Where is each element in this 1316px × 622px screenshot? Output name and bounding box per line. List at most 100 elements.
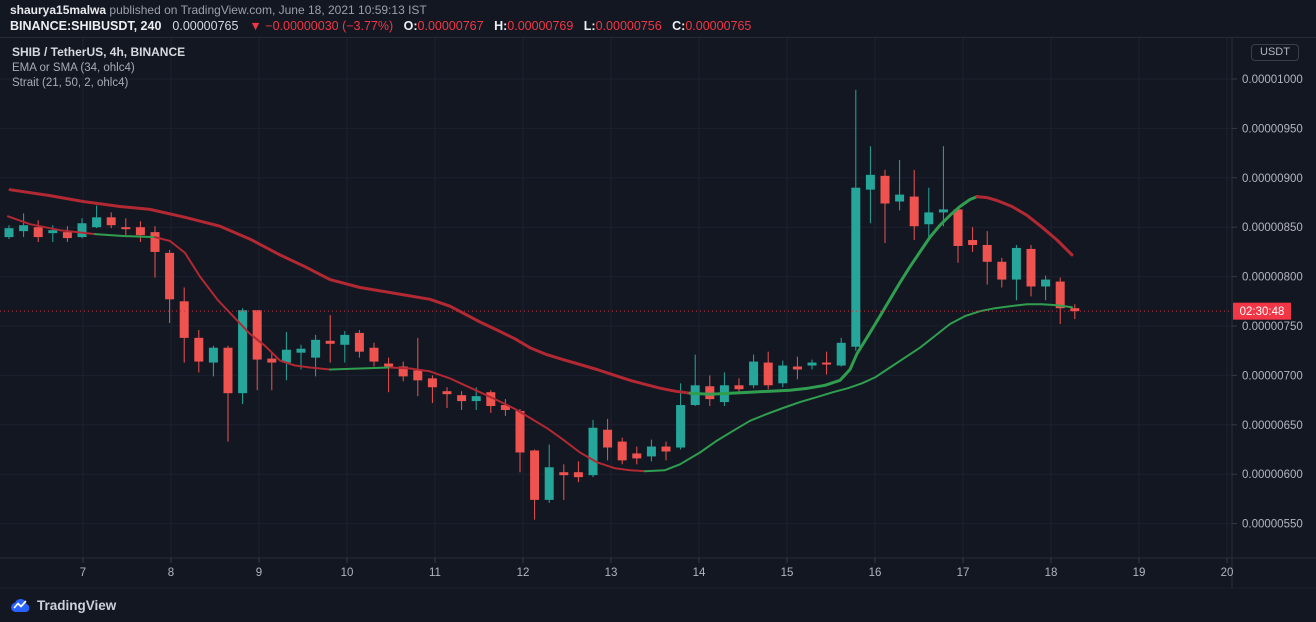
legend-symbol[interactable]: SHIB / TetherUS, 4h, BINANCE — [12, 45, 186, 59]
candle-body-up — [778, 365, 788, 384]
candle-body-up — [646, 446, 656, 457]
candle-body-up — [311, 339, 321, 358]
time-axis-label: 9 — [256, 567, 262, 579]
candle-body-down — [968, 240, 978, 245]
time-axis-label: 16 — [869, 567, 882, 579]
candle-body-up — [676, 405, 686, 448]
candle-body-down — [398, 366, 408, 377]
candle-body-down — [822, 362, 832, 365]
candle-body-down — [194, 337, 204, 362]
candle-body-up — [749, 361, 759, 386]
candle-body-up — [895, 194, 905, 202]
tradingview-brand-text: TradingView — [37, 597, 117, 613]
candle-body-up — [77, 223, 87, 238]
candle-body-down — [1070, 308, 1080, 312]
candle-body-down — [661, 446, 671, 452]
candle-body-down — [121, 227, 131, 230]
time-axis-label: 18 — [1045, 567, 1058, 579]
time-axis-label: 7 — [80, 567, 86, 579]
legend-indicator-strait[interactable]: Strait (21, 50, 2, ohlc4) — [12, 77, 129, 89]
ema-line-segment — [329, 366, 391, 371]
time-axis-label: 17 — [957, 567, 970, 579]
tradingview-branding[interactable]: TradingView — [10, 594, 116, 616]
close-value: C:0.00000765 — [672, 19, 752, 33]
currency-usdt-button[interactable]: USDT — [1251, 44, 1299, 61]
price-axis-label: 0.00000800 — [1242, 272, 1303, 284]
candle-body-down — [1026, 248, 1036, 287]
candle-body-up — [296, 348, 306, 353]
legend-indicator-ema[interactable]: EMA or SMA (34, ohlc4) — [12, 62, 135, 74]
candle-body-down — [500, 405, 510, 410]
candle-body-down — [997, 261, 1007, 280]
candle-body-up — [238, 310, 248, 394]
candle-body-down — [33, 227, 43, 238]
candle-body-up — [938, 209, 948, 213]
candle-body-up — [851, 187, 861, 347]
candle-body-up — [19, 225, 29, 232]
candle-body-up — [471, 396, 481, 402]
ema-line-segment — [154, 236, 331, 371]
candle-body-down — [179, 301, 189, 338]
candle-body-down — [559, 472, 569, 476]
time-axis-label: 12 — [517, 567, 530, 579]
down-triangle-icon: ▼ — [249, 19, 262, 33]
time-axis-label: 11 — [429, 567, 441, 579]
candle-body-down — [1055, 281, 1065, 309]
candle-body-up — [1041, 279, 1051, 287]
time-axis-label: 19 — [1133, 567, 1146, 579]
low-label: L: — [583, 19, 596, 33]
candle-body-down — [369, 347, 379, 362]
candle-body-down — [413, 370, 423, 381]
time-axis-label: 13 — [605, 567, 618, 579]
candle-body-down — [223, 347, 233, 394]
candle-body-up — [588, 427, 598, 476]
chart-legend: SHIB / TetherUS, 4h, BINANCE EMA or SMA … — [12, 44, 185, 91]
candle-body-up — [924, 212, 934, 225]
candle-body-down — [427, 378, 437, 388]
ema-line-segment — [94, 233, 156, 239]
author-name: shaurya15malwa — [10, 3, 107, 17]
candle-body-up — [48, 230, 58, 234]
candle-body-up — [281, 349, 291, 363]
chart-canvas[interactable]: 0.00001000 0.00000950 0.00000900 0.00000850… — [0, 38, 1316, 622]
candle-body-down — [573, 472, 583, 478]
time-axis-label: 10 — [341, 567, 354, 579]
candle-body-down — [106, 217, 116, 226]
price-axis-label: 0.00000850 — [1242, 222, 1303, 234]
candle-body-up — [4, 228, 14, 238]
candle-body-up — [208, 347, 218, 363]
open-value: O:0.00000767 — [403, 19, 484, 33]
candle-body-up — [1011, 247, 1021, 280]
candle-body-down — [325, 340, 335, 344]
candle-body-down — [880, 175, 890, 204]
candle-body-down — [62, 232, 72, 239]
strait-line-segment — [975, 195, 1074, 257]
candle-body-up — [340, 334, 350, 345]
candle-body-down — [515, 410, 525, 453]
price-change: −0.00000030 (−3.77%) — [265, 19, 394, 33]
candle-body-down — [982, 244, 992, 262]
candle-body-down — [734, 385, 744, 390]
publish-info-line: shaurya15malwa published on TradingView.… — [10, 3, 1316, 18]
candle-body-down — [632, 453, 642, 459]
candle-body-down — [763, 362, 773, 386]
price-axis-label: 0.00000750 — [1242, 321, 1303, 333]
low-value: L:0.00000756 — [583, 19, 662, 33]
time-axis-label: 8 — [168, 567, 174, 579]
countdown-badge-text: 02:30:48 — [1240, 306, 1285, 318]
countdown-badge — [1233, 302, 1291, 320]
time-axis-label: 14 — [693, 567, 706, 579]
symbol-info-line: BINANCE:SHIBUSDT, 240 0.00000765 ▼ −0.00… — [10, 18, 1316, 35]
close-label: C: — [672, 19, 686, 33]
candle-body-down — [150, 232, 160, 252]
candle-body-down — [792, 366, 802, 370]
time-axis-label: 15 — [781, 567, 794, 579]
last-price: 0.00000765 — [172, 19, 239, 33]
candle-body-down — [354, 332, 364, 352]
candle-body-down — [953, 209, 963, 246]
candlestick-chart[interactable]: 0.00001000 0.00000950 0.00000900 0.00000850… — [0, 38, 1316, 622]
candle-body-up — [807, 362, 817, 366]
candle-body-down — [267, 358, 277, 363]
symbol-title: BINANCE:SHIBUSDT, 240 — [10, 19, 162, 33]
open-label: O: — [403, 19, 418, 33]
